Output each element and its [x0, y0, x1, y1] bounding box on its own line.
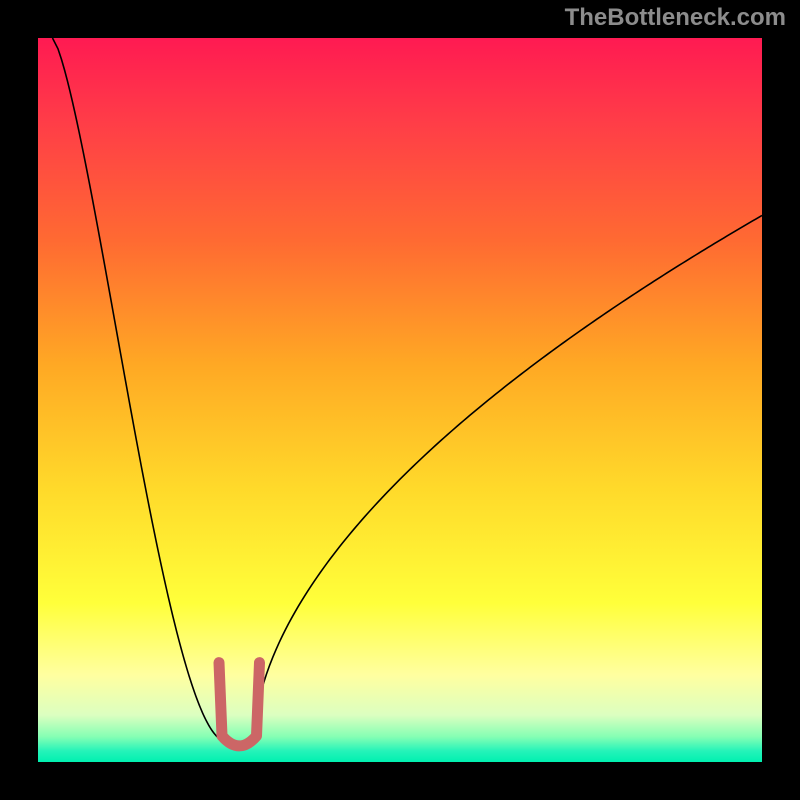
- watermark-text: TheBottleneck.com: [565, 4, 786, 32]
- plot-background: [38, 38, 762, 762]
- bottleneck-chart: [0, 0, 800, 800]
